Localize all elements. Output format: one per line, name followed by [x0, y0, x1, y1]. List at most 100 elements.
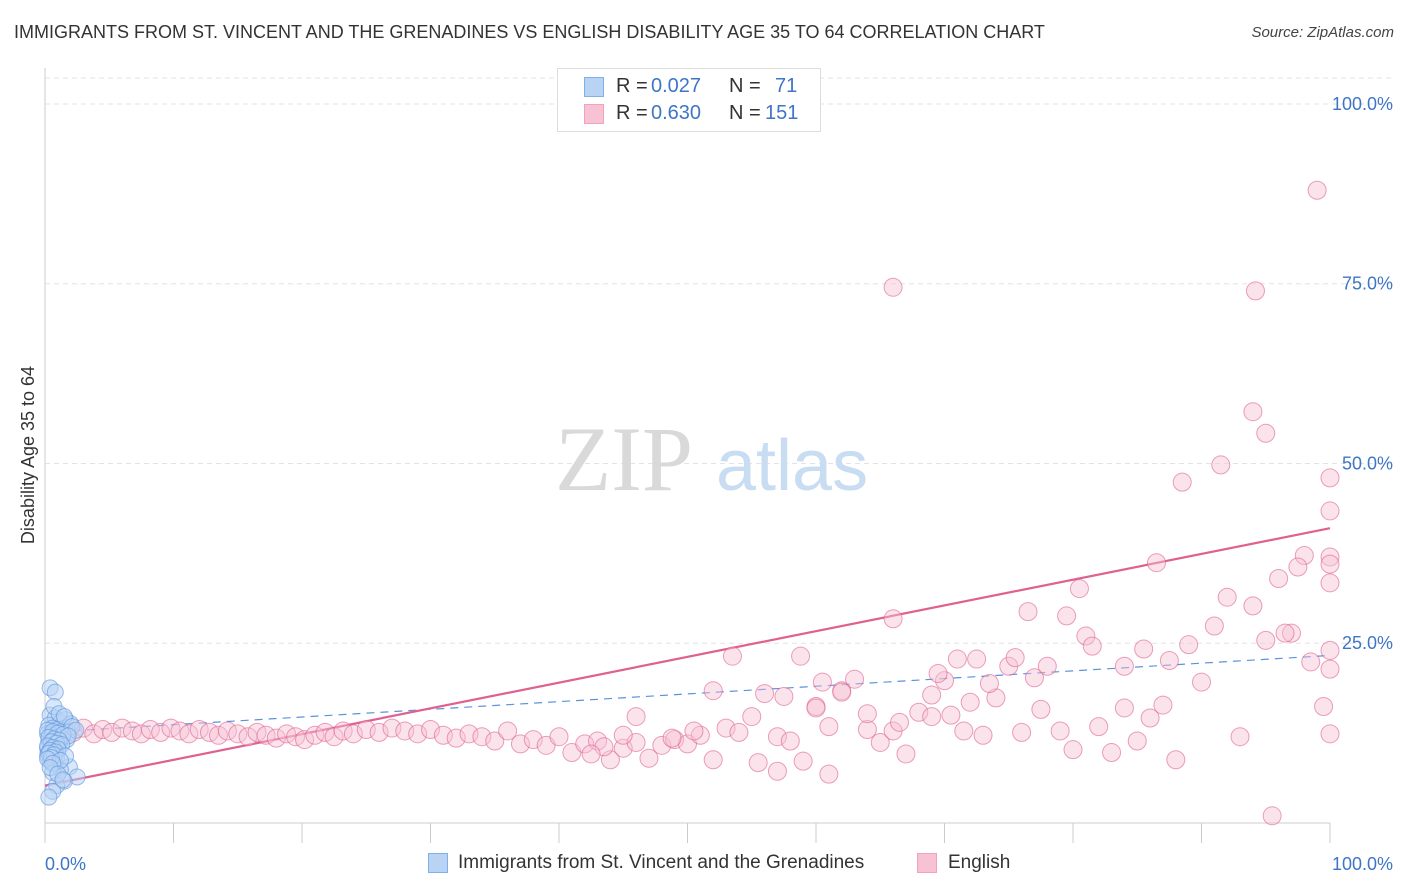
- english-point: [1256, 630, 1276, 650]
- english-point: [716, 718, 736, 738]
- bottom-legend-label: English: [948, 852, 1011, 873]
- english-point: [1320, 724, 1340, 744]
- english-point: [131, 724, 151, 744]
- english-point: [896, 744, 916, 764]
- english-point: [523, 730, 543, 750]
- english-point: [780, 731, 800, 751]
- english-point: [1320, 547, 1340, 567]
- x-tick-label: 0.0%: [45, 854, 86, 874]
- bottom-legend-label: Immigrants from St. Vincent and the Gren…: [458, 852, 865, 873]
- english-point: [1024, 668, 1044, 688]
- english-point: [857, 720, 877, 740]
- immigrants-point: [46, 683, 64, 701]
- english-point: [1256, 423, 1276, 443]
- english-point: [1179, 635, 1199, 655]
- english-point: [662, 728, 682, 748]
- english-point: [613, 738, 633, 758]
- english-point: [446, 728, 466, 748]
- english-point: [703, 750, 723, 770]
- english-point: [1269, 569, 1289, 589]
- y-tick-label: 100.0%: [1332, 94, 1393, 114]
- english-point: [652, 735, 672, 755]
- legend-swatch-blue: [584, 77, 604, 97]
- english-point: [722, 646, 742, 666]
- chart-title: IMMIGRANTS FROM ST. VINCENT AND THE GREN…: [14, 22, 1045, 42]
- english-point: [324, 727, 344, 747]
- english-point: [626, 707, 646, 727]
- english-point: [102, 722, 122, 742]
- english-point: [954, 721, 974, 741]
- english-point: [1069, 579, 1089, 599]
- legend-r-value: 0.027: [651, 75, 702, 97]
- english-point: [767, 727, 787, 747]
- axes: [44, 68, 1331, 843]
- english-point: [472, 727, 492, 747]
- immigrants-point: [40, 788, 58, 806]
- correlation-legend: R = 0.027 N = 71 R = 0.630 N = 151: [557, 68, 821, 132]
- english-point: [369, 722, 389, 742]
- english-point: [979, 674, 999, 694]
- legend-swatch-pink: [584, 104, 604, 124]
- english-point: [1275, 623, 1295, 643]
- english-trend-line: [44, 527, 1331, 787]
- english-point: [806, 698, 826, 718]
- english-point: [433, 725, 453, 745]
- english-point: [1211, 455, 1231, 475]
- english-point: [639, 748, 659, 768]
- english-point: [832, 682, 852, 702]
- english-point: [295, 730, 315, 750]
- english-point: [883, 277, 903, 297]
- english-point: [408, 724, 428, 744]
- english-point: [1320, 501, 1340, 521]
- english-point: [1018, 602, 1038, 622]
- english-point: [510, 734, 530, 754]
- english-point: [1288, 557, 1308, 577]
- english-point: [1217, 587, 1237, 607]
- legend-n-label: N =: [729, 75, 761, 97]
- english-point: [947, 649, 967, 669]
- english-point: [1320, 573, 1340, 593]
- english-point: [870, 732, 890, 752]
- legend-r-label: R =: [616, 102, 648, 124]
- legend-r-value: 0.630: [651, 102, 702, 124]
- english-point: [1262, 806, 1282, 826]
- immigrants-point: [54, 771, 72, 789]
- english-point: [1102, 743, 1122, 763]
- english-point: [1320, 468, 1340, 488]
- english-point: [1140, 708, 1160, 728]
- english-point: [395, 721, 415, 741]
- english-point: [986, 688, 1006, 708]
- english-point: [1031, 699, 1051, 719]
- english-point: [1294, 546, 1314, 566]
- english-point: [819, 717, 839, 737]
- english-point: [179, 724, 199, 744]
- english-point: [421, 720, 440, 740]
- english-point: [1005, 648, 1025, 668]
- english-point: [909, 702, 929, 722]
- english-point: [845, 669, 865, 689]
- english-point: [684, 721, 704, 741]
- english-point: [774, 686, 794, 706]
- immigrants-trend-line: [44, 654, 1331, 733]
- source-label: Source: ZipAtlas.com: [1251, 24, 1394, 41]
- english-point: [1147, 553, 1167, 573]
- english-point: [883, 609, 903, 629]
- english-point: [498, 721, 518, 741]
- english-point: [1114, 656, 1134, 676]
- english-point: [1307, 180, 1327, 200]
- english-point: [767, 761, 787, 781]
- bottom-legend-swatch-pink: [917, 853, 937, 873]
- legend-n-label: N =: [729, 102, 761, 124]
- english-point: [459, 724, 479, 744]
- english-point: [967, 649, 987, 669]
- english-point: [793, 751, 813, 771]
- english-point: [819, 764, 839, 784]
- english-point: [549, 727, 569, 747]
- watermark: ZIP atlas: [555, 408, 868, 510]
- tick-labels: 25.0% 50.0% 75.0% 100.0% 0.0% 100.0%: [45, 94, 1393, 874]
- english-point: [1159, 650, 1179, 670]
- english-point: [922, 707, 942, 727]
- english-point: [960, 692, 980, 712]
- english-point: [1127, 731, 1147, 751]
